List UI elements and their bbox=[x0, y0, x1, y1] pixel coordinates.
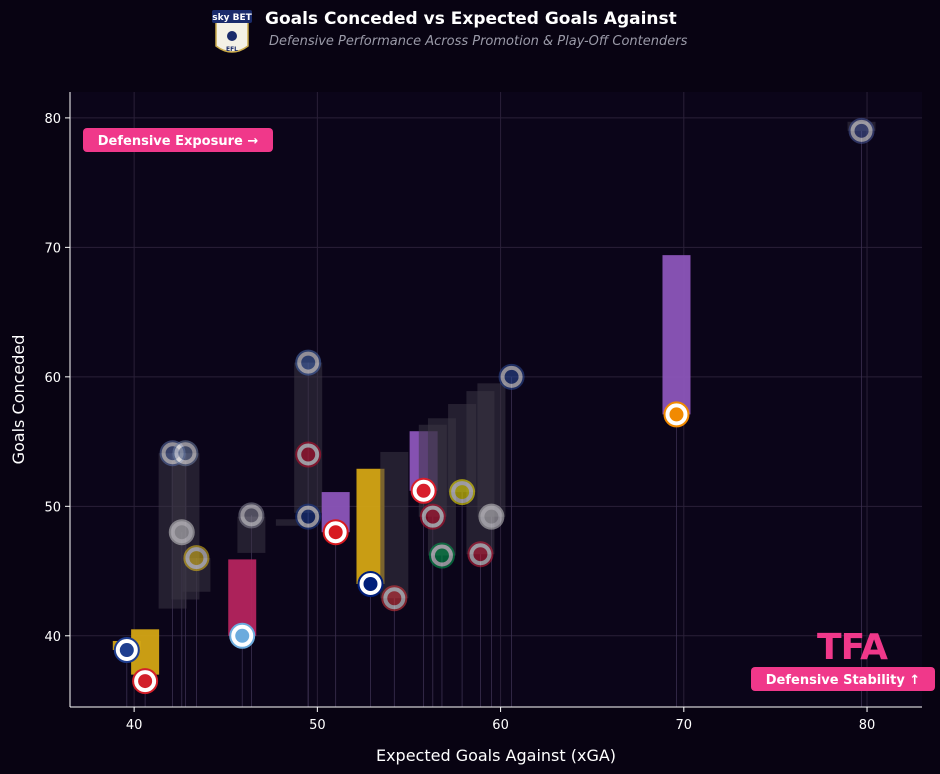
y-tick-label: 70 bbox=[44, 241, 61, 256]
crest-core bbox=[138, 674, 153, 689]
club-crest-icon[interactable] bbox=[238, 502, 265, 529]
chart-subtitle: Defensive Performance Across Promotion &… bbox=[269, 34, 688, 49]
club-crest-icon[interactable] bbox=[132, 668, 159, 695]
crest-core bbox=[174, 525, 189, 540]
club-crest-icon[interactable] bbox=[428, 542, 455, 569]
crest-core bbox=[669, 407, 684, 422]
club-crest-icon[interactable] bbox=[295, 503, 322, 530]
crest-core bbox=[119, 643, 134, 658]
club-crest-icon[interactable] bbox=[848, 117, 875, 144]
crest-core bbox=[504, 369, 519, 384]
club-crest-icon[interactable] bbox=[295, 349, 322, 376]
chart-title: Goals Conceded vs Expected Goals Against bbox=[265, 9, 677, 29]
crest-core bbox=[425, 509, 440, 524]
bar bbox=[275, 519, 304, 526]
club-crest-icon[interactable] bbox=[663, 401, 690, 428]
bar bbox=[662, 255, 691, 415]
club-crest-icon[interactable] bbox=[410, 477, 437, 504]
defensive-exposure-label: Defensive Exposure → bbox=[98, 134, 259, 149]
crest-core bbox=[189, 551, 204, 566]
crest-core bbox=[473, 547, 488, 562]
crest-core bbox=[363, 577, 378, 591]
y-tick-label: 80 bbox=[44, 112, 61, 127]
y-tick-label: 60 bbox=[44, 371, 61, 386]
crest-core bbox=[854, 123, 869, 138]
x-axis-label: Expected Goals Against (xGA) bbox=[376, 746, 616, 765]
crest-core bbox=[434, 548, 449, 563]
club-crest-icon[interactable] bbox=[295, 441, 322, 468]
club-crest-icon[interactable] bbox=[467, 541, 494, 568]
crest-core bbox=[301, 509, 316, 524]
bar bbox=[477, 383, 506, 517]
x-tick-label: 40 bbox=[126, 718, 143, 733]
crest-core bbox=[301, 355, 316, 370]
x-tick-label: 60 bbox=[492, 718, 509, 733]
y-tick-label: 50 bbox=[44, 500, 61, 515]
defensive-stability-badge bbox=[751, 667, 935, 691]
crest-core bbox=[416, 483, 431, 498]
logo-top-text: sky BET bbox=[212, 13, 252, 23]
defensive-exposure-badge bbox=[83, 128, 273, 152]
bar bbox=[380, 451, 409, 599]
crest-core bbox=[301, 447, 316, 462]
y-tick-label: 40 bbox=[44, 630, 61, 645]
crest-core bbox=[484, 509, 499, 524]
club-crest-icon[interactable] bbox=[478, 503, 505, 530]
club-crest-icon[interactable] bbox=[449, 479, 476, 506]
bar bbox=[294, 362, 323, 513]
crest-core bbox=[178, 446, 193, 461]
club-crest-icon[interactable] bbox=[498, 363, 525, 390]
x-tick-label: 80 bbox=[859, 718, 876, 733]
x-tick-label: 70 bbox=[676, 718, 693, 733]
club-crest-icon[interactable] bbox=[113, 637, 140, 664]
y-axis-label: Goals Conceded bbox=[9, 335, 28, 465]
club-crest-icon[interactable] bbox=[183, 545, 210, 572]
x-tick-label: 50 bbox=[309, 718, 326, 733]
crest-core bbox=[387, 591, 402, 606]
crest-core bbox=[244, 508, 259, 523]
club-crest-icon[interactable] bbox=[322, 519, 349, 546]
club-crest-icon[interactable] bbox=[357, 571, 384, 597]
club-crest-icon[interactable] bbox=[229, 622, 256, 649]
crest-core bbox=[455, 485, 470, 500]
crest-core bbox=[235, 628, 250, 643]
tfa-brand-logo: TFA bbox=[817, 627, 888, 668]
bar bbox=[356, 468, 385, 584]
club-crest-icon[interactable] bbox=[419, 503, 446, 530]
club-crest-icon[interactable] bbox=[381, 585, 408, 612]
efl-logo-icon: sky BET EFL bbox=[212, 10, 253, 53]
logo-bottom-text: EFL bbox=[226, 46, 238, 53]
crest-core bbox=[328, 525, 343, 540]
club-crest-icon[interactable] bbox=[172, 440, 199, 467]
defensive-stability-label: Defensive Stability ↑ bbox=[766, 673, 920, 688]
club-crest-icon[interactable] bbox=[168, 519, 195, 546]
